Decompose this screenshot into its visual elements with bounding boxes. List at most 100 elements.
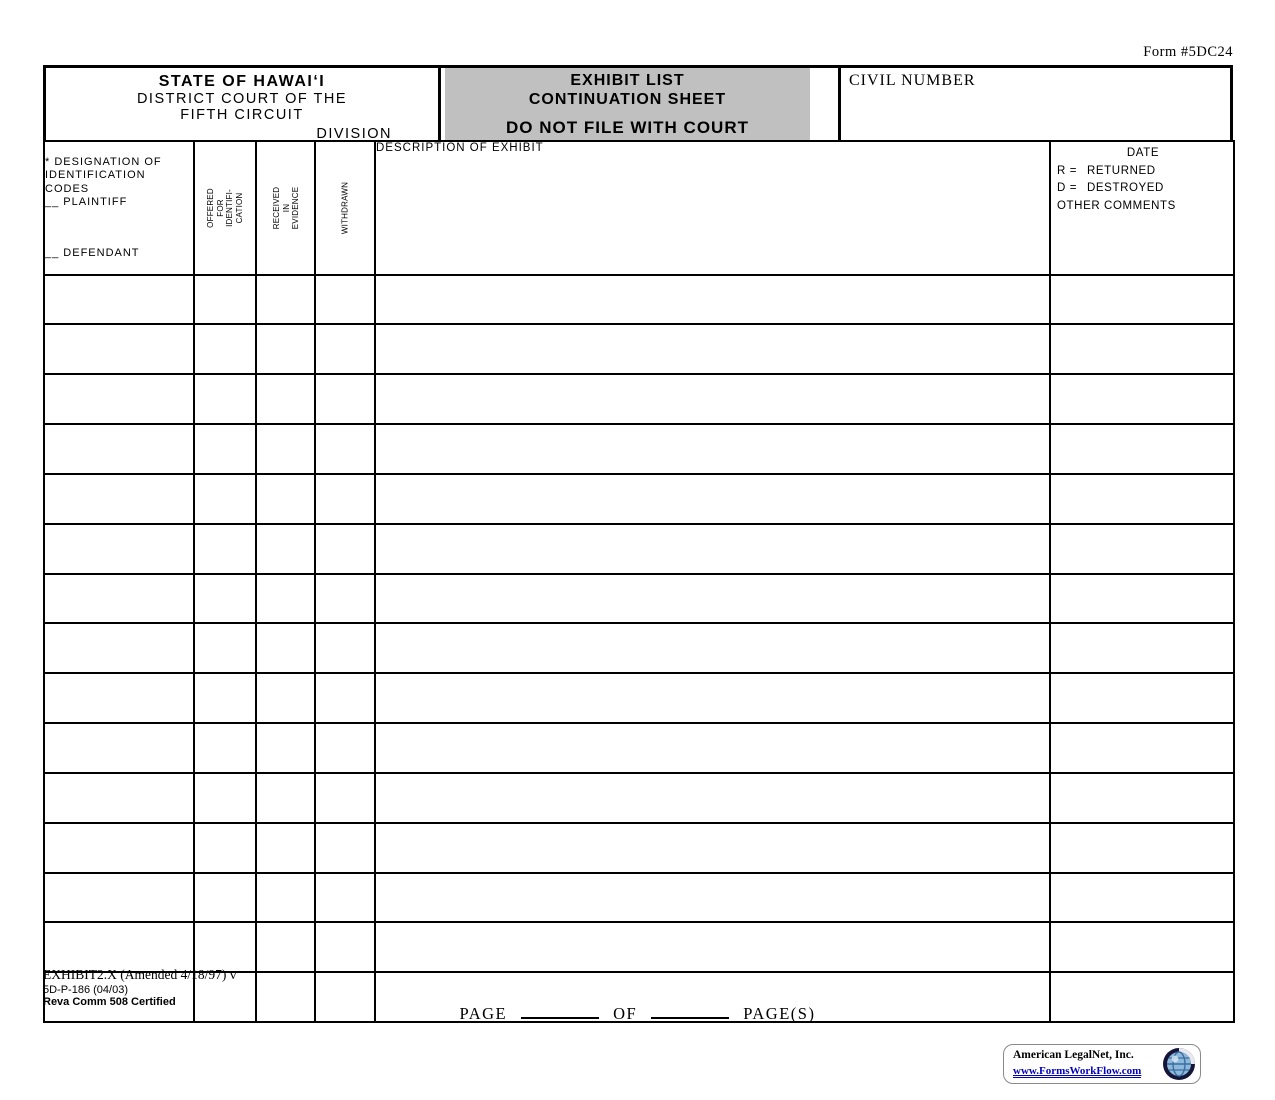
form-title-line2: CONTINUATION SHEET bbox=[528, 91, 727, 108]
exhibit-cell bbox=[255, 472, 316, 525]
form-revision-id: EXHIBIT2.X (Amended 4/18/97) v bbox=[43, 967, 237, 982]
description-of-exhibit-header: DESCRIPTION OF EXHIBIT bbox=[374, 140, 1051, 276]
exhibit-cell bbox=[43, 622, 195, 675]
court-name-line: DISTRICT COURT OF THE bbox=[136, 90, 348, 107]
exhibit-row bbox=[43, 423, 1235, 475]
returned-key: R = bbox=[1057, 164, 1078, 177]
exhibit-cell bbox=[43, 423, 195, 475]
exhibit-cell bbox=[1049, 622, 1235, 675]
exhibit-cell bbox=[43, 871, 195, 924]
withdrawn-label: WITHDRAWN bbox=[340, 181, 350, 234]
exhibit-cell bbox=[314, 871, 376, 924]
withdrawn-header: WITHDRAWN bbox=[314, 140, 376, 276]
exhibit-row bbox=[43, 821, 1235, 874]
exhibit-cell bbox=[1049, 722, 1235, 774]
form-title-box: EXHIBIT LIST CONTINUATION SHEET DO NOT F… bbox=[445, 68, 810, 140]
exhibit-row bbox=[43, 323, 1235, 376]
exhibit-row bbox=[43, 771, 1235, 824]
exhibit-table: * DESIGNATION OF IDENTIFICATION CODES __… bbox=[43, 140, 1235, 1024]
exhibit-cell bbox=[255, 722, 316, 774]
exhibit-cell bbox=[374, 572, 1051, 625]
exhibit-cell bbox=[193, 821, 257, 874]
exhibit-cell bbox=[193, 572, 257, 625]
received-in-evidence-header: RECEIVED IN EVIDENCE bbox=[255, 140, 316, 276]
do-not-file-warning: DO NOT FILE WITH COURT bbox=[506, 118, 749, 137]
exhibit-cell bbox=[43, 572, 195, 625]
exhibit-cell bbox=[43, 273, 195, 326]
destroyed-key: D = bbox=[1057, 182, 1078, 195]
certification-note: Reva Comm 508 Certified bbox=[43, 996, 176, 1008]
court-identification: STATE OF HAWAIʻI DISTRICT COURT OF THE F… bbox=[46, 68, 441, 142]
exhibit-cell bbox=[255, 821, 316, 874]
destroyed-value: DESTROYED bbox=[1087, 182, 1164, 195]
exhibit-cell bbox=[374, 971, 1051, 1024]
exhibit-cell bbox=[43, 472, 195, 525]
division-label: DIVISION bbox=[316, 125, 392, 142]
other-comments-label: OTHER COMMENTS bbox=[1057, 199, 1176, 212]
exhibit-row bbox=[43, 373, 1235, 426]
exhibit-cell bbox=[314, 821, 376, 874]
form-code: 5D-P-186 (04/03) bbox=[43, 984, 128, 996]
exhibit-cell bbox=[1049, 323, 1235, 376]
exhibit-cell bbox=[314, 273, 376, 326]
returned-legend: R = RETURNED bbox=[1057, 165, 1229, 177]
offered-for-identification-header: OFFERED FOR IDENTIFI- CATION bbox=[193, 140, 257, 276]
exhibit-cell bbox=[43, 373, 195, 426]
exhibit-cell bbox=[1049, 373, 1235, 426]
legalnet-company-name: American LegalNet, Inc. bbox=[1013, 1049, 1134, 1061]
destroyed-legend: D = DESTROYED bbox=[1057, 182, 1229, 194]
exhibit-form: STATE OF HAWAIʻI DISTRICT COURT OF THE F… bbox=[43, 65, 1235, 1024]
form-title-line1: EXHIBIT LIST bbox=[570, 72, 685, 89]
exhibit-cell bbox=[193, 273, 257, 326]
exhibit-cell bbox=[1049, 821, 1235, 874]
exhibit-cell bbox=[314, 472, 376, 525]
exhibit-cell bbox=[374, 373, 1051, 426]
date-comments-header: DATE R = RETURNED D = DESTROYED OTHER COMM… bbox=[1049, 140, 1235, 276]
exhibit-cell bbox=[193, 672, 257, 725]
exhibit-cell bbox=[374, 622, 1051, 675]
exhibit-cell bbox=[255, 672, 316, 725]
exhibit-cell bbox=[1049, 771, 1235, 824]
civil-number-label: CIVIL NUMBER bbox=[849, 72, 976, 89]
exhibit-table-header-row: * DESIGNATION OF IDENTIFICATION CODES __… bbox=[43, 140, 1235, 276]
exhibit-cell bbox=[255, 373, 316, 426]
exhibit-cell bbox=[374, 722, 1051, 774]
exhibit-row bbox=[43, 921, 1235, 974]
exhibit-cell bbox=[193, 522, 257, 575]
exhibit-cell bbox=[374, 323, 1051, 376]
exhibit-row bbox=[43, 672, 1235, 725]
exhibit-cell bbox=[314, 423, 376, 475]
exhibit-cell bbox=[314, 672, 376, 725]
exhibit-cell bbox=[374, 921, 1051, 974]
exhibit-cell bbox=[193, 423, 257, 475]
formsworkflow-link[interactable]: www.FormsWorkFlow.com bbox=[1013, 1065, 1142, 1078]
page-label: PAGE bbox=[459, 1004, 508, 1023]
defendant-code-label: __ DEFENDANT bbox=[45, 246, 140, 259]
exhibit-row bbox=[43, 622, 1235, 675]
exhibit-row bbox=[43, 472, 1235, 525]
exhibit-cell bbox=[255, 971, 316, 1024]
exhibit-cell bbox=[314, 971, 376, 1024]
exhibit-cell bbox=[1049, 472, 1235, 525]
of-label: OF bbox=[613, 1004, 638, 1023]
exhibit-cell bbox=[1049, 522, 1235, 575]
form-header: STATE OF HAWAIʻI DISTRICT COURT OF THE F… bbox=[43, 65, 1233, 142]
exhibit-cell bbox=[1049, 971, 1235, 1024]
exhibit-cell bbox=[255, 423, 316, 475]
exhibit-cell bbox=[255, 323, 316, 376]
exhibit-cell bbox=[314, 323, 376, 376]
date-label: DATE bbox=[1126, 147, 1160, 159]
exhibit-cell bbox=[374, 821, 1051, 874]
exhibit-cell bbox=[193, 323, 257, 376]
exhibit-cell bbox=[43, 672, 195, 725]
exhibit-cell bbox=[1049, 423, 1235, 475]
exhibit-cell bbox=[374, 273, 1051, 326]
exhibit-cell bbox=[255, 771, 316, 824]
exhibit-cell bbox=[255, 622, 316, 675]
exhibit-cell bbox=[314, 572, 376, 625]
designation-codes-header: * DESIGNATION OF IDENTIFICATION CODES __… bbox=[43, 140, 195, 276]
exhibit-cell bbox=[255, 921, 316, 974]
exhibit-cell bbox=[43, 821, 195, 874]
exhibit-cell bbox=[314, 722, 376, 774]
exhibit-cell bbox=[374, 871, 1051, 924]
